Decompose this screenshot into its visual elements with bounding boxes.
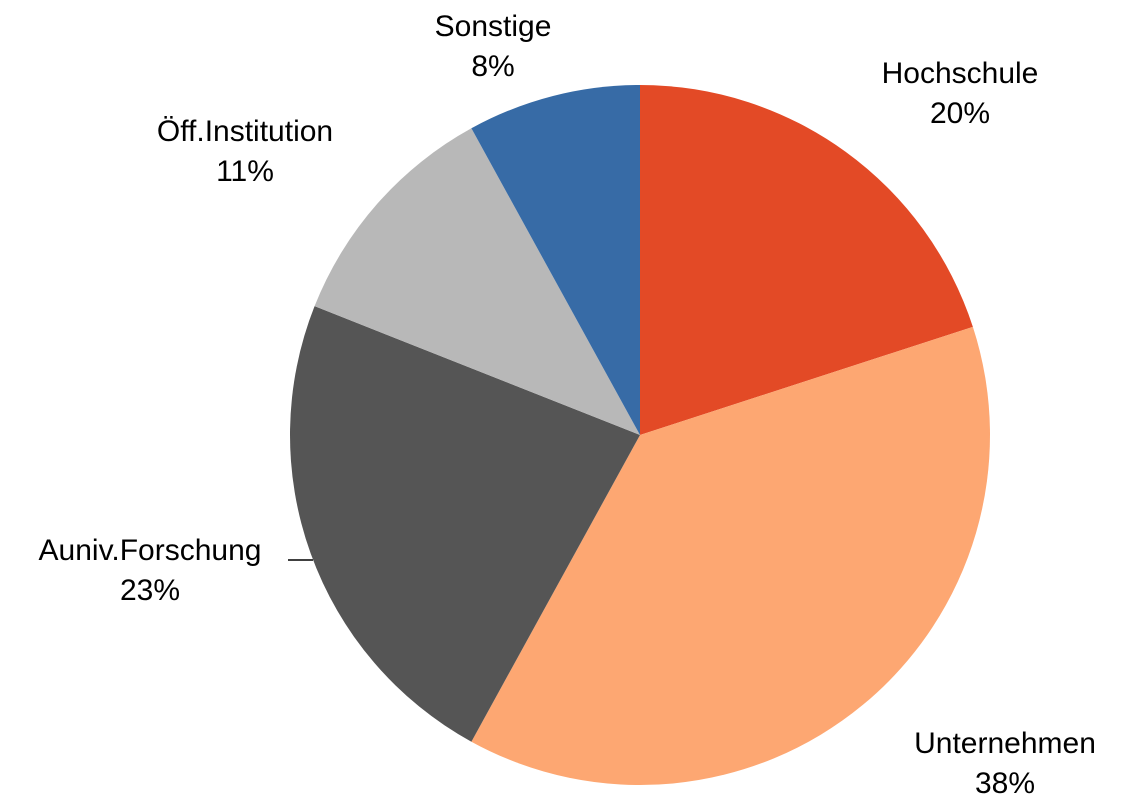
slice-label: Sonstige — [435, 10, 552, 43]
slice-value-label: 11% — [216, 155, 274, 188]
slice-label: Unternehmen — [914, 727, 1096, 760]
pie-slice — [471, 85, 640, 435]
pie-slice — [289, 306, 640, 742]
slice-label: Auniv.Forschung — [39, 534, 262, 567]
slice-label: Hochschule — [882, 57, 1039, 90]
slice-label: Öff.Institution — [157, 115, 333, 148]
slice-value-label: 23% — [120, 574, 180, 607]
pie-slice — [471, 326, 990, 785]
pie-slice — [314, 128, 640, 435]
slice-value-label: 20% — [930, 97, 990, 130]
slice-value-label: 8% — [471, 50, 514, 83]
slice-value-label: 38% — [975, 767, 1035, 798]
pie-slice — [640, 85, 973, 435]
